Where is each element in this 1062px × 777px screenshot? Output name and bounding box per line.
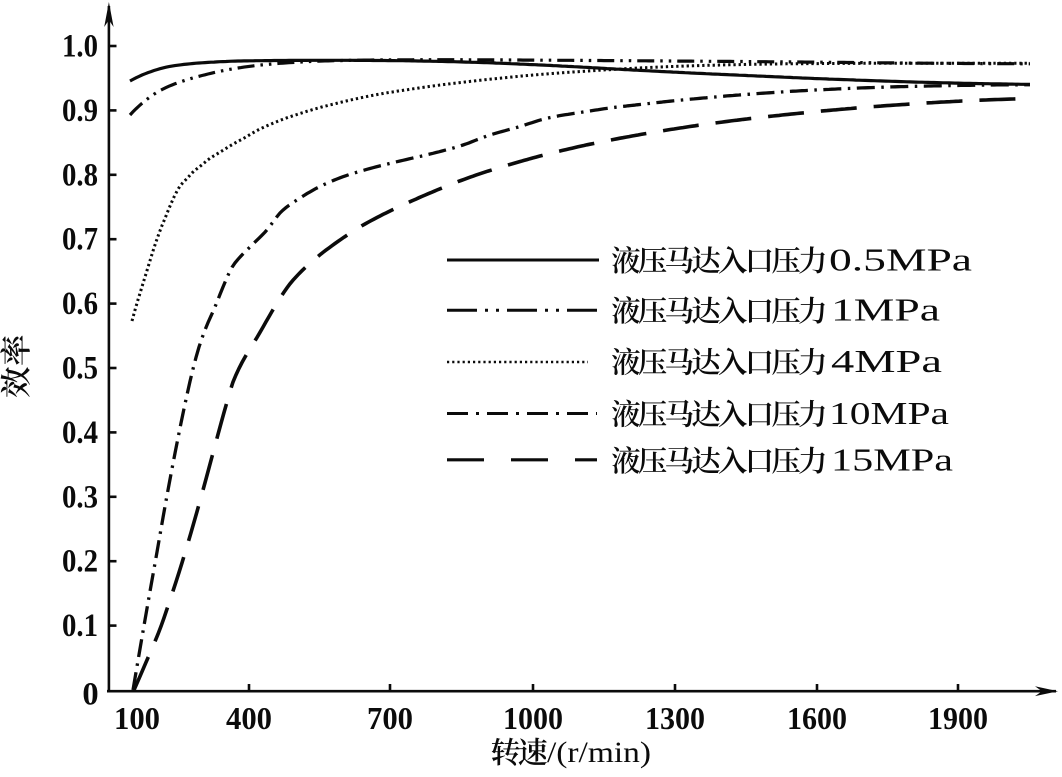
- svg-text:1000: 1000: [503, 700, 563, 736]
- svg-text:0.8: 0.8: [62, 157, 98, 193]
- svg-text:0.5MPa: 0.5MPa: [829, 243, 972, 278]
- svg-text:1MPa: 1MPa: [831, 293, 940, 328]
- svg-text:1300: 1300: [645, 700, 705, 736]
- svg-text:400: 400: [226, 700, 272, 736]
- svg-text:0.7: 0.7: [62, 222, 98, 258]
- svg-text:0.1: 0.1: [62, 608, 98, 644]
- svg-text:0.6: 0.6: [62, 286, 98, 322]
- svg-text:/(r/min): /(r/min): [547, 736, 651, 769]
- svg-text:100: 100: [114, 700, 160, 736]
- svg-text:1.0: 1.0: [62, 29, 98, 65]
- svg-text:0.3: 0.3: [62, 479, 98, 515]
- svg-text:0.5: 0.5: [62, 351, 98, 387]
- svg-text:10MPa: 10MPa: [829, 396, 949, 431]
- svg-text:700: 700: [367, 700, 413, 736]
- svg-text:0.9: 0.9: [62, 93, 98, 129]
- svg-text:0.2: 0.2: [62, 544, 98, 580]
- svg-text:4MPa: 4MPa: [831, 344, 942, 379]
- svg-text:0: 0: [82, 677, 98, 713]
- svg-text:1600: 1600: [787, 700, 847, 736]
- svg-text:1900: 1900: [928, 700, 988, 736]
- svg-text:15MPa: 15MPa: [831, 443, 953, 478]
- svg-text:0.4: 0.4: [62, 415, 98, 451]
